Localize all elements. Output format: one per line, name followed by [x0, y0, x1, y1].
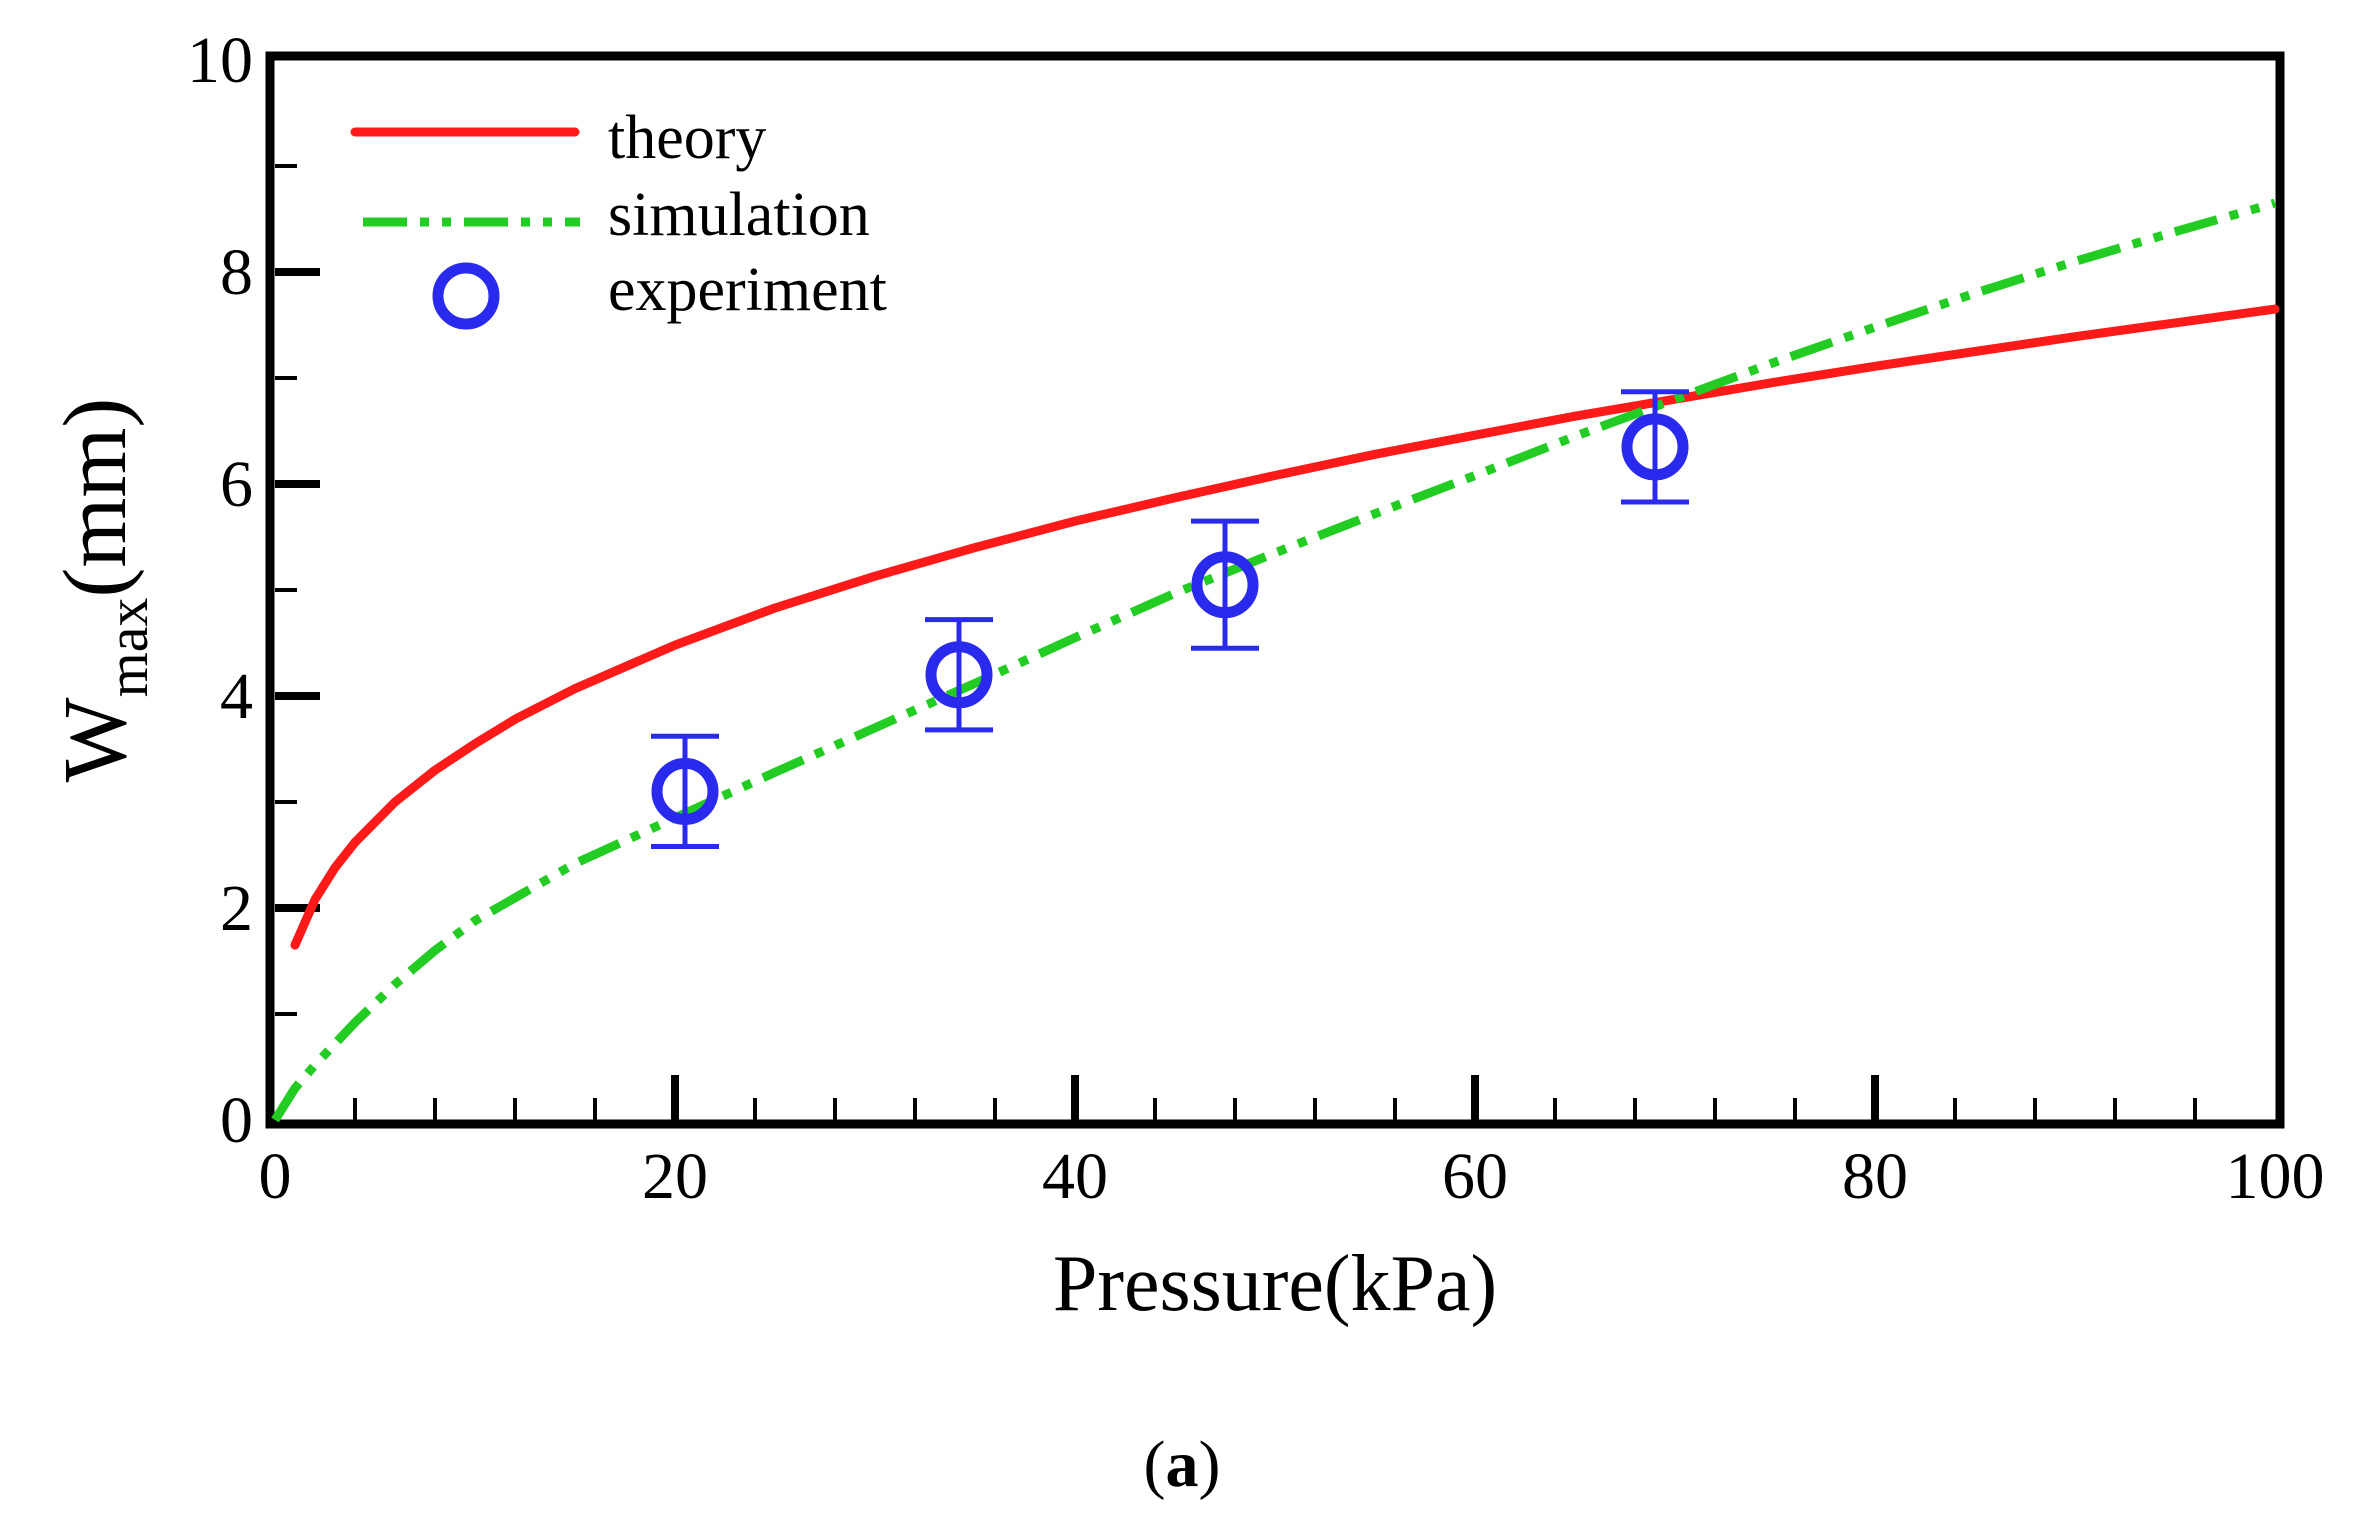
- x-axis-label: Pressure(kPa): [1053, 1240, 1497, 1328]
- x-tick-label: 0: [259, 1140, 292, 1213]
- experiment-marker: [1621, 413, 1689, 481]
- experiment-marker: [925, 641, 993, 709]
- y-tick-label: 10: [187, 24, 253, 97]
- y-tick-label: 6: [220, 448, 253, 521]
- legend-theory-label: theory: [608, 104, 766, 172]
- plot-content: [271, 198, 2280, 1123]
- experiment-data-point: [925, 617, 993, 733]
- legend-simulation-label: simulation: [608, 181, 870, 249]
- theory-series-line: [290, 304, 2280, 950]
- experiment-series-points: [651, 389, 1689, 850]
- simulation-series-line: [271, 198, 2277, 1123]
- experiment-marker: [1191, 551, 1259, 619]
- legend-experiment-marker: [432, 262, 500, 330]
- axis-ticks: [275, 164, 2197, 1120]
- y-axis-label-main: W: [46, 697, 145, 782]
- y-tick-label: 4: [220, 660, 253, 733]
- experiment-marker: [651, 757, 719, 825]
- y-tick-label: 8: [220, 236, 253, 309]
- axis-tick-labels: 0 20 40 60 80 100 0 2 4 6 8 10: [187, 24, 2325, 1213]
- y-axis-label-subscript: max: [95, 598, 160, 698]
- panel-label: (a): [1144, 1428, 1221, 1501]
- legend-experiment-label: experiment: [608, 256, 887, 324]
- panel-label-letter: a: [1166, 1428, 1199, 1501]
- y-tick-label: 0: [220, 1084, 253, 1157]
- legend: theory simulation experiment: [350, 104, 887, 330]
- experiment-data-point: [651, 733, 719, 850]
- plot-frame: [265, 51, 2285, 1129]
- x-tick-label: 60: [1442, 1140, 1508, 1213]
- x-tick-label: 20: [642, 1140, 708, 1213]
- x-tick-label: 100: [2226, 1140, 2325, 1213]
- experiment-data-point: [1191, 518, 1259, 651]
- svg-text:Wmax(mm): Wmax(mm): [46, 398, 160, 783]
- y-axis-label-unit: (mm): [46, 398, 145, 598]
- y-tick-label: 2: [220, 872, 253, 945]
- experiment-data-point: [1621, 389, 1689, 505]
- x-tick-label: 40: [1042, 1140, 1108, 1213]
- x-tick-label: 80: [1842, 1140, 1908, 1213]
- y-axis-label: Wmax(mm): [46, 398, 160, 783]
